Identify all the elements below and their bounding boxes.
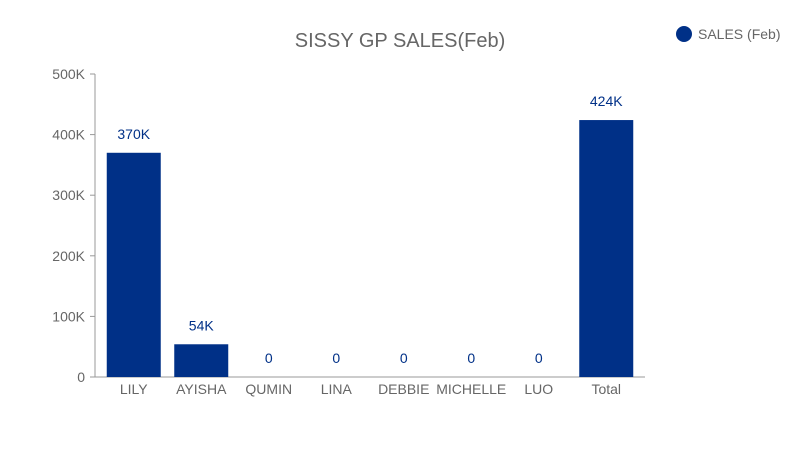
x-tick-label: DEBBIE bbox=[378, 381, 429, 397]
bars-group bbox=[106, 120, 634, 377]
x-tick-label: LILY bbox=[120, 381, 148, 397]
chart-title: SISSY GP SALES(Feb) bbox=[295, 30, 505, 52]
y-axis: 0 100K 200K 300K 400K 500K bbox=[52, 66, 96, 385]
legend-marker bbox=[676, 26, 692, 42]
y-tick-label: 500K bbox=[52, 66, 85, 82]
bar-lily[interactable] bbox=[106, 152, 161, 377]
y-tick-label: 200K bbox=[52, 248, 85, 264]
data-label: 0 bbox=[535, 350, 543, 366]
data-labels-group: 370K 54K 0 0 0 0 0 424K bbox=[117, 93, 623, 366]
x-tick-label: Total bbox=[591, 381, 621, 397]
y-tick-label: 100K bbox=[52, 308, 85, 324]
data-label: 54K bbox=[189, 317, 215, 333]
data-label: 0 bbox=[467, 350, 475, 366]
x-axis: LILY AYISHA QUMIN LINA DEBBIE MICHELLE LUO Tota… bbox=[95, 376, 645, 397]
data-label: 0 bbox=[332, 350, 340, 366]
legend[interactable]: SALES (Feb) bbox=[676, 26, 780, 42]
legend-label: SALES (Feb) bbox=[698, 26, 780, 42]
data-label: 424K bbox=[590, 93, 623, 109]
bar-total[interactable] bbox=[579, 120, 634, 377]
data-label: 370K bbox=[117, 126, 150, 142]
data-label: 0 bbox=[265, 350, 273, 366]
data-label: 0 bbox=[400, 350, 408, 366]
x-tick-label: LINA bbox=[321, 381, 353, 397]
y-tick-label: 300K bbox=[52, 187, 85, 203]
x-tick-label: QUMIN bbox=[245, 381, 292, 397]
y-tick-label: 0 bbox=[77, 369, 85, 385]
bar-ayisha[interactable] bbox=[174, 344, 229, 377]
y-tick-label: 400K bbox=[52, 127, 85, 143]
x-tick-label: LUO bbox=[524, 381, 553, 397]
x-tick-label: MICHELLE bbox=[436, 381, 506, 397]
x-tick-label: AYISHA bbox=[176, 381, 227, 397]
